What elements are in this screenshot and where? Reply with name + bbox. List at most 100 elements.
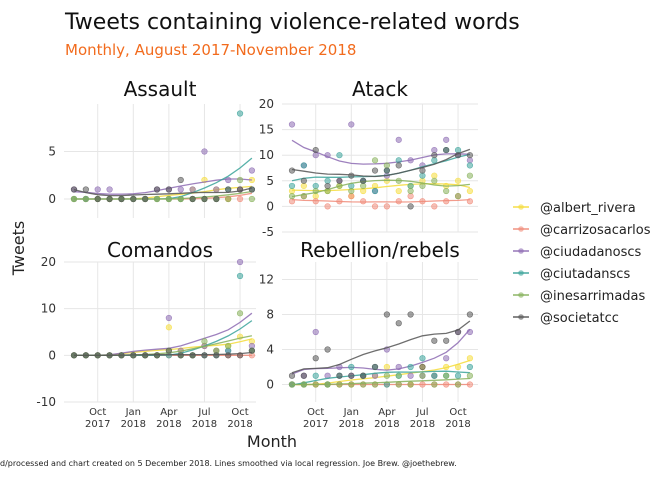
data-point xyxy=(431,177,438,184)
data-point xyxy=(225,352,232,359)
data-point xyxy=(165,347,172,354)
data-point xyxy=(324,346,331,353)
data-point xyxy=(336,177,343,184)
panel-atack: -5 0 5 10 15 20 Atack xyxy=(259,77,478,239)
data-point xyxy=(371,157,379,164)
data-point xyxy=(407,381,414,388)
chart-title: Tweets containing violence-related words xyxy=(64,10,520,35)
data-point xyxy=(288,121,296,128)
data-point xyxy=(94,186,101,193)
data-point xyxy=(466,152,474,159)
data-point xyxy=(383,372,390,379)
data-point xyxy=(395,136,402,143)
data-point xyxy=(431,203,438,210)
data-point xyxy=(466,172,474,179)
data-point xyxy=(213,352,220,359)
data-point xyxy=(419,363,426,371)
data-point xyxy=(383,162,390,169)
data-point xyxy=(300,177,307,184)
data-point xyxy=(236,195,244,203)
smoothed-line xyxy=(291,370,470,386)
data-point xyxy=(383,311,390,318)
x-tick-label: Jul 2018 xyxy=(192,407,217,430)
data-point xyxy=(360,182,367,190)
x-tick-label: Oct 2018 xyxy=(227,407,252,430)
data-point xyxy=(431,372,438,379)
legend-key-point xyxy=(518,270,524,276)
data-point xyxy=(407,187,414,195)
data-point xyxy=(371,167,379,174)
data-point xyxy=(348,187,355,195)
data-point xyxy=(360,198,367,205)
data-point xyxy=(407,311,414,318)
data-point xyxy=(454,193,462,200)
data-point xyxy=(236,110,244,117)
data-point xyxy=(360,372,367,379)
data-point xyxy=(312,193,319,200)
legend-key-point xyxy=(518,248,524,254)
data-point xyxy=(225,342,232,350)
data-point xyxy=(454,381,462,388)
data-point xyxy=(419,372,426,379)
data-point xyxy=(466,372,474,379)
chart-caption: d/processed and chart created on 5 Decem… xyxy=(0,459,457,468)
smoothed-line xyxy=(73,187,253,197)
data-point xyxy=(407,193,414,200)
data-point xyxy=(213,195,220,203)
y-tick-label: 20 xyxy=(41,255,56,269)
data-point xyxy=(395,162,402,169)
x-tick-label: Apr 2018 xyxy=(156,407,181,430)
x-tick-label: Apr 2018 xyxy=(374,407,399,430)
y-tick-label: -10 xyxy=(36,395,56,409)
data-point xyxy=(466,157,474,164)
data-point xyxy=(466,363,474,371)
data-point xyxy=(106,186,113,193)
smoothed-line xyxy=(292,377,470,386)
legend-label: @inesarrimadas xyxy=(540,289,646,304)
smoothed-line xyxy=(291,153,471,182)
x-tick-label: Oct 2017 xyxy=(85,407,110,430)
legend-item-carrizosacarlos: @carrizosacarlos xyxy=(513,223,651,238)
data-point xyxy=(395,320,402,327)
data-point xyxy=(443,187,450,195)
data-point xyxy=(201,195,208,203)
data-point xyxy=(300,162,307,169)
data-point xyxy=(288,167,296,174)
x-tick-label: Oct 2017 xyxy=(303,407,328,430)
data-point xyxy=(431,152,438,159)
data-point xyxy=(236,272,244,280)
y-tick-label: 15 xyxy=(259,123,274,137)
series-inesarrimadas xyxy=(288,157,474,200)
x-tick-label: Jan 2018 xyxy=(339,407,364,430)
data-point xyxy=(165,314,172,322)
data-point xyxy=(225,176,232,184)
y-tick-label: 10 xyxy=(41,302,56,316)
series-societatcc xyxy=(70,347,255,359)
smoothed-line xyxy=(291,179,470,198)
series-societatcc xyxy=(288,311,474,379)
data-point xyxy=(407,372,414,379)
data-point xyxy=(443,372,450,379)
y-tick-label: 8 xyxy=(266,308,274,322)
data-point xyxy=(165,186,172,193)
smoothed-line xyxy=(74,351,252,356)
panel-title: Comandos xyxy=(107,238,213,262)
data-point xyxy=(312,372,319,379)
data-point xyxy=(466,162,474,169)
data-point xyxy=(324,182,331,190)
y-tick-label: 4 xyxy=(266,343,274,357)
panel-title: Assault xyxy=(124,77,197,101)
x-tick-label: Oct 2018 xyxy=(445,407,470,430)
data-point xyxy=(431,337,438,344)
smoothed-line xyxy=(291,198,470,203)
data-point xyxy=(443,337,450,344)
legend: @albert_rivera @carrizosacarlos @ciudadano… xyxy=(513,201,651,326)
data-point xyxy=(419,172,426,179)
data-point xyxy=(177,186,184,193)
legend-label: @societatcc xyxy=(540,311,619,326)
panels-layer: 0 5 Assault -5 0 5 10 15 20 Atack -10 0 10 20 Comandos… xyxy=(36,77,478,430)
data-point xyxy=(395,198,402,205)
data-point xyxy=(288,182,296,190)
data-point xyxy=(383,167,390,174)
